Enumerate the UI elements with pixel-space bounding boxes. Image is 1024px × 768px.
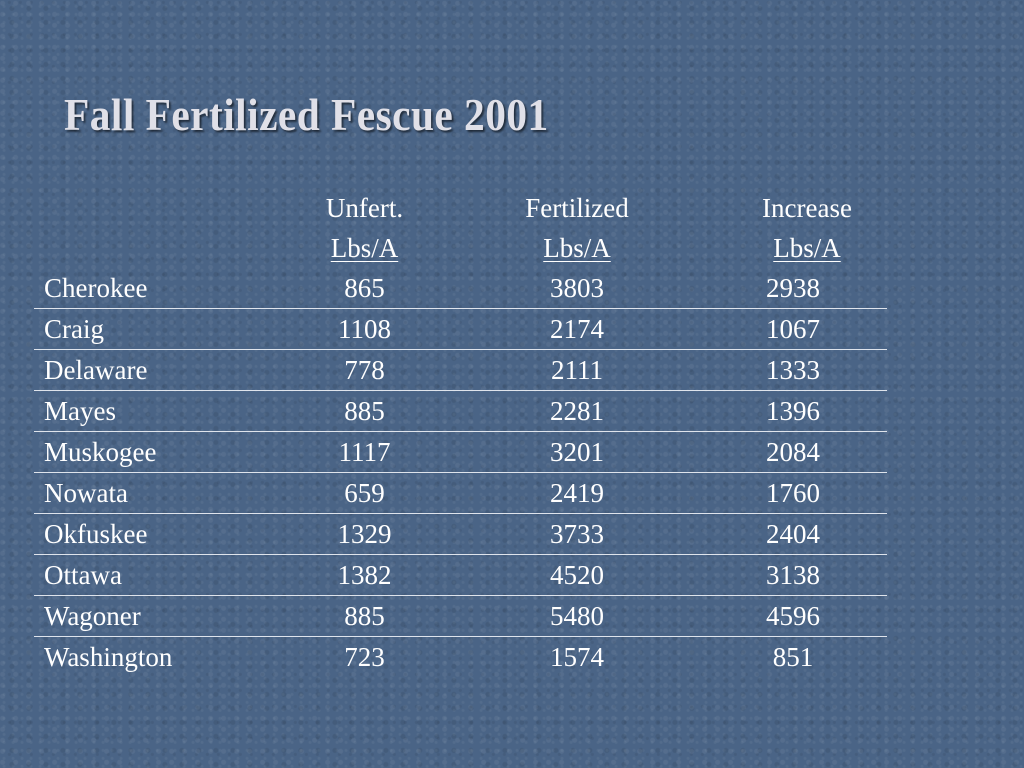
cell-unfert: 778 (262, 349, 467, 391)
table-body: Cherokee 865 3803 2938 Craig 1108 2174 1067 Dela… (34, 268, 887, 677)
table-row: Muskogee 1117 3201 2084 (34, 431, 887, 473)
cell-increase: 2084 (699, 431, 887, 473)
header-unfert-label: Unfert. (325, 193, 404, 223)
cell-county: Mayes (34, 390, 274, 432)
table-row: Washington 723 1574 851 (34, 637, 887, 678)
cell-increase: 3138 (699, 554, 887, 596)
units-unfert: Lbs/A (330, 233, 399, 263)
table-row: Cherokee 865 3803 2938 (34, 268, 887, 309)
cell-county: Delaware (34, 349, 274, 391)
cell-county: Wagoner (34, 595, 274, 637)
cell-increase: 1067 (699, 308, 887, 350)
cell-fert: 3733 (467, 513, 687, 555)
cell-county: Ottawa (34, 554, 274, 596)
units-fert: Lbs/A (543, 233, 611, 263)
cell-fert: 3201 (467, 431, 687, 473)
header-increase: Increase (699, 188, 887, 228)
cell-fert: 2419 (467, 472, 687, 514)
header-row-units: Lbs/A Lbs/A Lbs/A (34, 228, 887, 268)
cell-increase: 851 (772, 642, 814, 672)
table-row: Mayes 885 2281 1396 (34, 390, 887, 432)
cell-county: Okfuskee (34, 513, 274, 555)
table-row: Okfuskee 1329 3733 2404 (34, 513, 887, 555)
cell-county: Muskogee (34, 431, 274, 473)
units-increase: Lbs/A (773, 233, 841, 263)
cell-fert: 2111 (467, 349, 687, 391)
cell-unfert: 1382 (262, 554, 467, 596)
table-row: Nowata 659 2419 1760 (34, 472, 887, 514)
cell-county: Washington (44, 642, 173, 672)
table-row: Wagoner 885 5480 4596 (34, 595, 887, 637)
cell-increase: 1333 (699, 349, 887, 391)
cell-fert: 5480 (467, 595, 687, 637)
cell-county: Cherokee (34, 268, 274, 309)
cell-unfert: 1329 (262, 513, 467, 555)
header-unfert: Unfert. (274, 188, 479, 228)
cell-unfert: 723 (344, 642, 385, 672)
header-increase-label: Increase (762, 193, 852, 223)
cell-fert: 2174 (467, 308, 687, 350)
table-row: Delaware 778 2111 1333 (34, 349, 887, 391)
cell-increase: 2938 (699, 268, 887, 309)
table-row: Craig 1108 2174 1067 (34, 308, 887, 350)
units-county (34, 228, 274, 268)
cell-unfert: 865 (262, 268, 467, 309)
cell-unfert: 885 (262, 390, 467, 432)
cell-fert: 3803 (467, 268, 687, 309)
cell-fert: 1574 (550, 642, 604, 672)
header-fert-label: Fertilized (525, 193, 629, 223)
yield-table-container: Unfert. Fertilized Increase Lbs/A Lbs/A … (34, 188, 887, 677)
cell-increase: 1760 (699, 472, 887, 514)
cell-increase: 4596 (699, 595, 887, 637)
header-county (34, 188, 274, 228)
cell-unfert: 1117 (262, 431, 467, 473)
yield-table: Unfert. Fertilized Increase Lbs/A Lbs/A … (34, 188, 887, 677)
cell-unfert: 885 (262, 595, 467, 637)
cell-increase: 1396 (699, 390, 887, 432)
cell-fert: 4520 (467, 554, 687, 596)
cell-unfert: 1108 (262, 308, 467, 350)
header-fert: Fertilized (479, 188, 699, 228)
slide-title: Fall Fertilized Fescue 2001 (64, 89, 549, 140)
cell-fert: 2281 (467, 390, 687, 432)
cell-county: Craig (34, 308, 274, 350)
cell-unfert: 659 (262, 472, 467, 514)
table-row: Ottawa 1382 4520 3138 (34, 554, 887, 596)
cell-county: Nowata (34, 472, 274, 514)
cell-increase: 2404 (699, 513, 887, 555)
header-row-labels: Unfert. Fertilized Increase (34, 188, 887, 228)
